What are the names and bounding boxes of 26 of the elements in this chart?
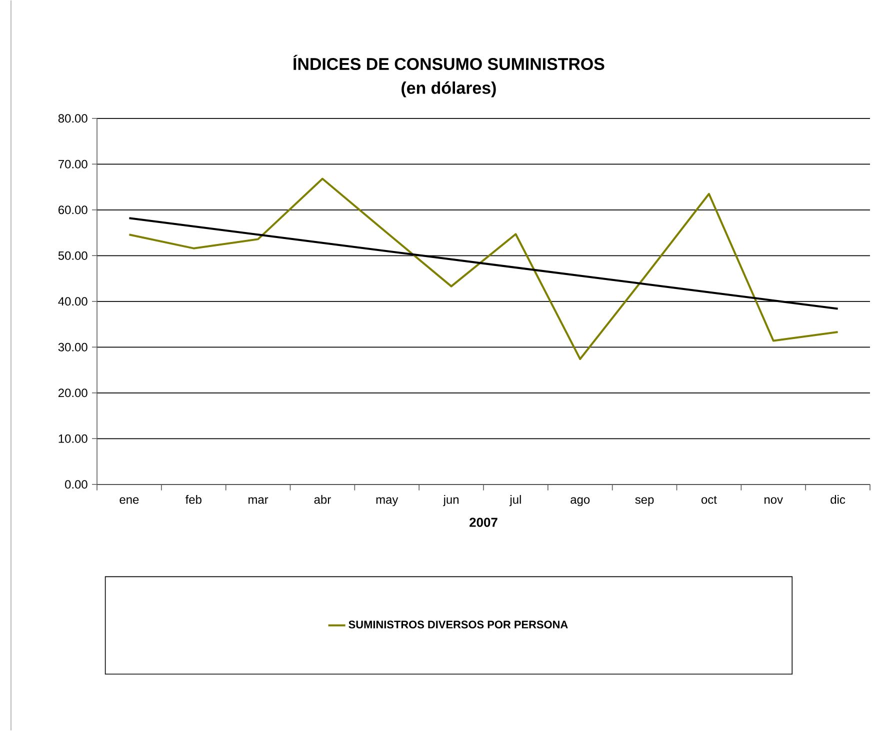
y-tick-label: 40.00 xyxy=(58,297,88,306)
y-tick-label: 80.00 xyxy=(58,114,88,123)
x-tick-label: may xyxy=(376,497,398,506)
y-tick-label: 60.00 xyxy=(58,206,88,214)
y-tick-label: 10.00 xyxy=(58,434,88,443)
y-tick-label: 50.00 xyxy=(58,252,88,260)
x-tick-label: mar xyxy=(248,497,268,504)
x-axis-title: 2007 xyxy=(470,518,498,528)
x-tick-label: abr xyxy=(314,495,331,504)
chart-subtitle: (en dólares) xyxy=(402,81,496,98)
x-tick-label: jun xyxy=(443,495,458,506)
legend-label: SUMINISTROS DIVERSOS POR PERSONA xyxy=(348,620,568,629)
x-tick-label: jul xyxy=(509,495,521,506)
x-tick-label: ene xyxy=(120,497,139,504)
x-tick-label: feb xyxy=(185,495,202,504)
chart-title: ÍNDICES DE CONSUMO SUMINISTROS xyxy=(293,54,604,70)
line-series xyxy=(128,178,839,360)
x-tick-label: dic xyxy=(830,495,846,504)
x-tick-label: oct xyxy=(701,496,717,504)
y-tick-label: 0.00 xyxy=(65,480,88,489)
x-tick-label: sep xyxy=(635,497,654,506)
y-tick-label: 70.00 xyxy=(58,160,88,168)
x-tick-label: ago xyxy=(570,497,590,506)
x-tick-label: nov xyxy=(764,497,783,504)
y-tick-label: 20.00 xyxy=(58,388,88,398)
y-tick-label: 30.00 xyxy=(58,343,88,352)
